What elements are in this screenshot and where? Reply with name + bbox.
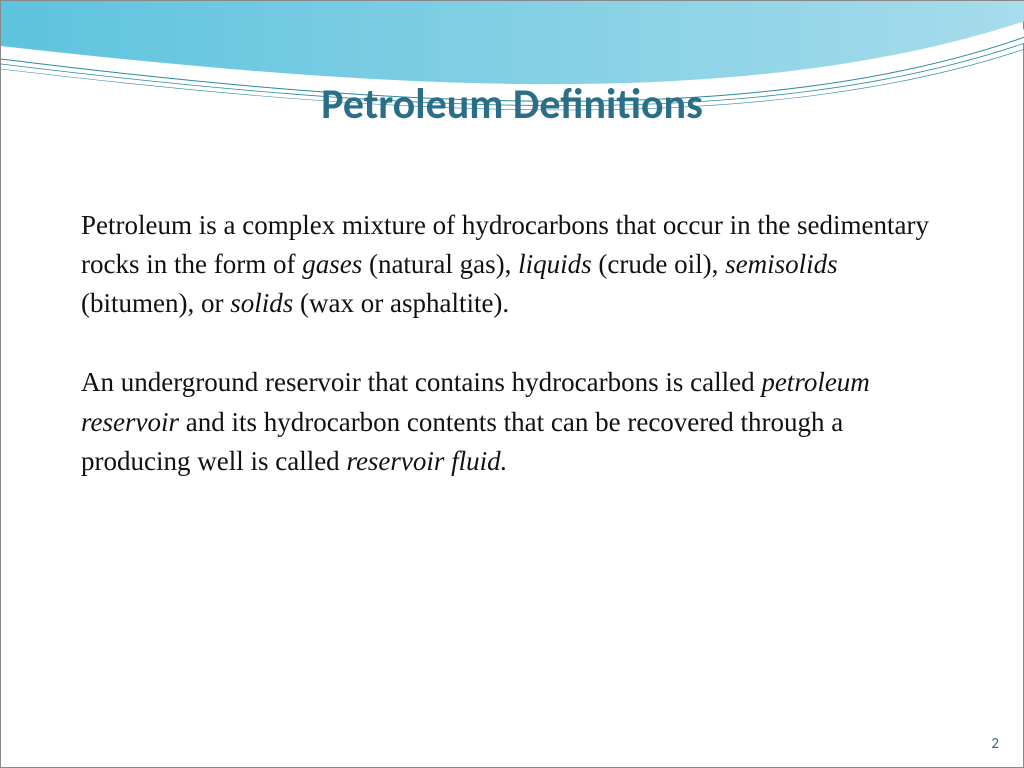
body-text: An underground reservoir that contains h… — [81, 367, 761, 397]
page-number: 2 — [991, 735, 999, 753]
body-text: (natural gas), — [362, 249, 518, 279]
slide: Petroleum Definitions Petroleum is a com… — [0, 0, 1024, 768]
body-text: (bitumen), or — [81, 288, 230, 318]
body-text: (wax or asphaltite). — [293, 288, 509, 318]
body-text: (crude oil), — [592, 249, 725, 279]
italic-term: gases — [302, 249, 362, 279]
body-paragraph: An underground reservoir that contains h… — [81, 363, 943, 480]
italic-term: reservoir fluid. — [346, 446, 507, 476]
slide-title: Petroleum Definitions — [1, 79, 1023, 130]
italic-term: semisolids — [725, 249, 838, 279]
italic-term: liquids — [518, 249, 592, 279]
slide-body: Petroleum is a complex mixture of hydroc… — [81, 206, 943, 521]
italic-term: solids — [230, 288, 293, 318]
body-paragraph: Petroleum is a complex mixture of hydroc… — [81, 206, 943, 323]
